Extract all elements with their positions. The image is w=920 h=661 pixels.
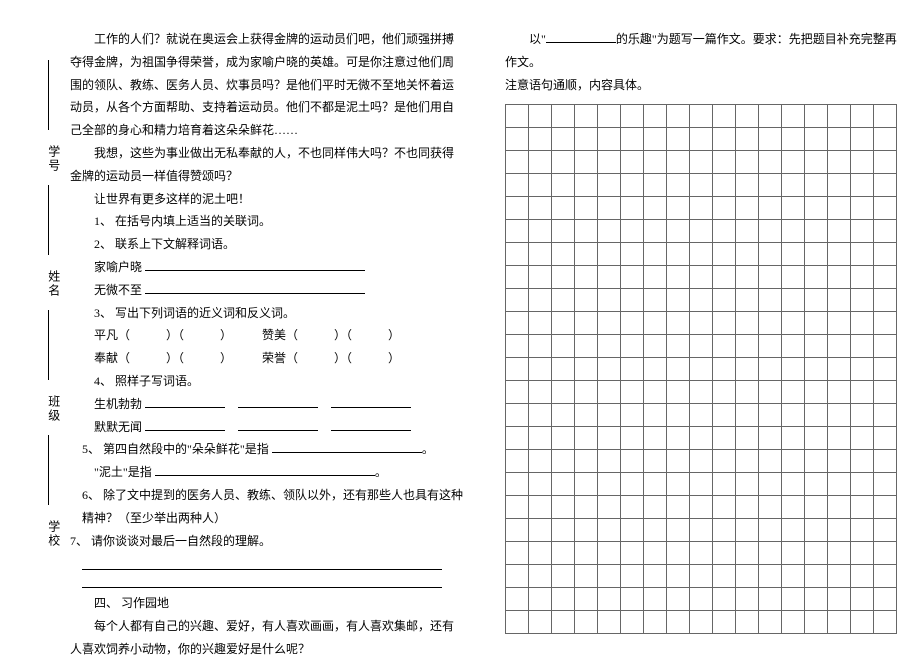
question-3-row-b: 奉献（ ）（ ） 荣誉（ ）（ ）: [70, 347, 465, 370]
composition-grid[interactable]: [505, 104, 897, 634]
prompt-prefix: 以": [529, 32, 546, 46]
blank[interactable]: [145, 280, 365, 294]
q2b-label: 无微不至: [94, 283, 142, 297]
question-5a: 5、 第四自然段中的"朵朵鲜花"是指 。: [70, 438, 465, 461]
label-xuexiao: 学校: [42, 520, 65, 548]
blank[interactable]: [155, 462, 375, 476]
essay-prompt-1: 以"的乐趣"为题写一篇作文。要求：先把题目补充完整再作文。: [505, 28, 900, 74]
blank[interactable]: [145, 417, 225, 431]
label-xuehao: 学号: [42, 145, 65, 173]
blank[interactable]: [145, 257, 365, 271]
question-1: 1、 在括号内填上适当的关联词。: [70, 210, 465, 233]
blank[interactable]: [238, 417, 318, 431]
blank[interactable]: [331, 417, 411, 431]
page-content: 工作的人们？就说在奥运会上获得金牌的运动员们吧，他们顽强拼搏夺得金牌，为祖国争得…: [0, 0, 920, 661]
question-2: 2、 联系上下文解释词语。: [70, 233, 465, 256]
binding-margin: 学号 姓名 班级 学校: [20, 0, 70, 651]
section-4-text: 每个人都有自己的兴趣、爱好，有人喜欢画画，有人喜欢集邮，还有人喜欢饲养小动物，你…: [70, 615, 465, 661]
blank[interactable]: [331, 394, 411, 408]
essay-prompt-2: 注意语句通顺，内容具体。: [505, 74, 900, 97]
answer-line[interactable]: [82, 556, 442, 570]
blank[interactable]: [272, 439, 422, 453]
question-3: 3、 写出下列词语的近义词和反义词。: [70, 302, 465, 325]
question-3-row-a: 平凡（ ）（ ） 赞美（ ）（ ）: [70, 324, 465, 347]
answer-line[interactable]: [82, 574, 442, 588]
title-blank[interactable]: [546, 29, 616, 43]
passage-p2: 我想，这些为事业做出无私奉献的人，不也同样伟大吗？不也同获得金牌的运动员一样值得…: [70, 142, 465, 188]
passage-p3: 让世界有更多这样的泥土吧！: [70, 188, 465, 211]
label-xingming: 姓名: [42, 270, 65, 298]
question-5b: "泥土"是指 。: [70, 461, 465, 484]
q4a-label: 生机勃勃: [94, 397, 142, 411]
label-banji: 班级: [42, 395, 65, 423]
q4b-label: 默默无闻: [94, 420, 142, 434]
question-4-item-a: 生机勃勃: [70, 393, 465, 416]
question-7: 7、 请你谈谈对最后一自然段的理解。: [70, 530, 465, 553]
question-4: 4、 照样子写词语。: [70, 370, 465, 393]
question-6: 6、 除了文中提到的医务人员、教练、领队以外，还有那些人也具有这种精神？（至少举…: [70, 484, 465, 530]
section-4-title: 四、 习作园地: [70, 592, 465, 615]
right-column: 以"的乐趣"为题写一篇作文。要求：先把题目补充完整再作文。 注意语句通顺，内容具…: [505, 28, 900, 661]
q5a-label: 5、 第四自然段中的"朵朵鲜花"是指: [82, 442, 269, 456]
q2a-label: 家喻户晓: [94, 260, 142, 274]
question-2-item-a: 家喻户晓: [70, 256, 465, 279]
blank[interactable]: [238, 394, 318, 408]
passage-p1: 工作的人们？就说在奥运会上获得金牌的运动员们吧，他们顽强拼搏夺得金牌，为祖国争得…: [70, 28, 465, 142]
question-2-item-b: 无微不至: [70, 279, 465, 302]
left-column: 工作的人们？就说在奥运会上获得金牌的运动员们吧，他们顽强拼搏夺得金牌，为祖国争得…: [70, 28, 465, 661]
question-4-item-b: 默默无闻: [70, 416, 465, 439]
q5b-label: "泥土"是指: [94, 465, 152, 479]
blank[interactable]: [145, 394, 225, 408]
